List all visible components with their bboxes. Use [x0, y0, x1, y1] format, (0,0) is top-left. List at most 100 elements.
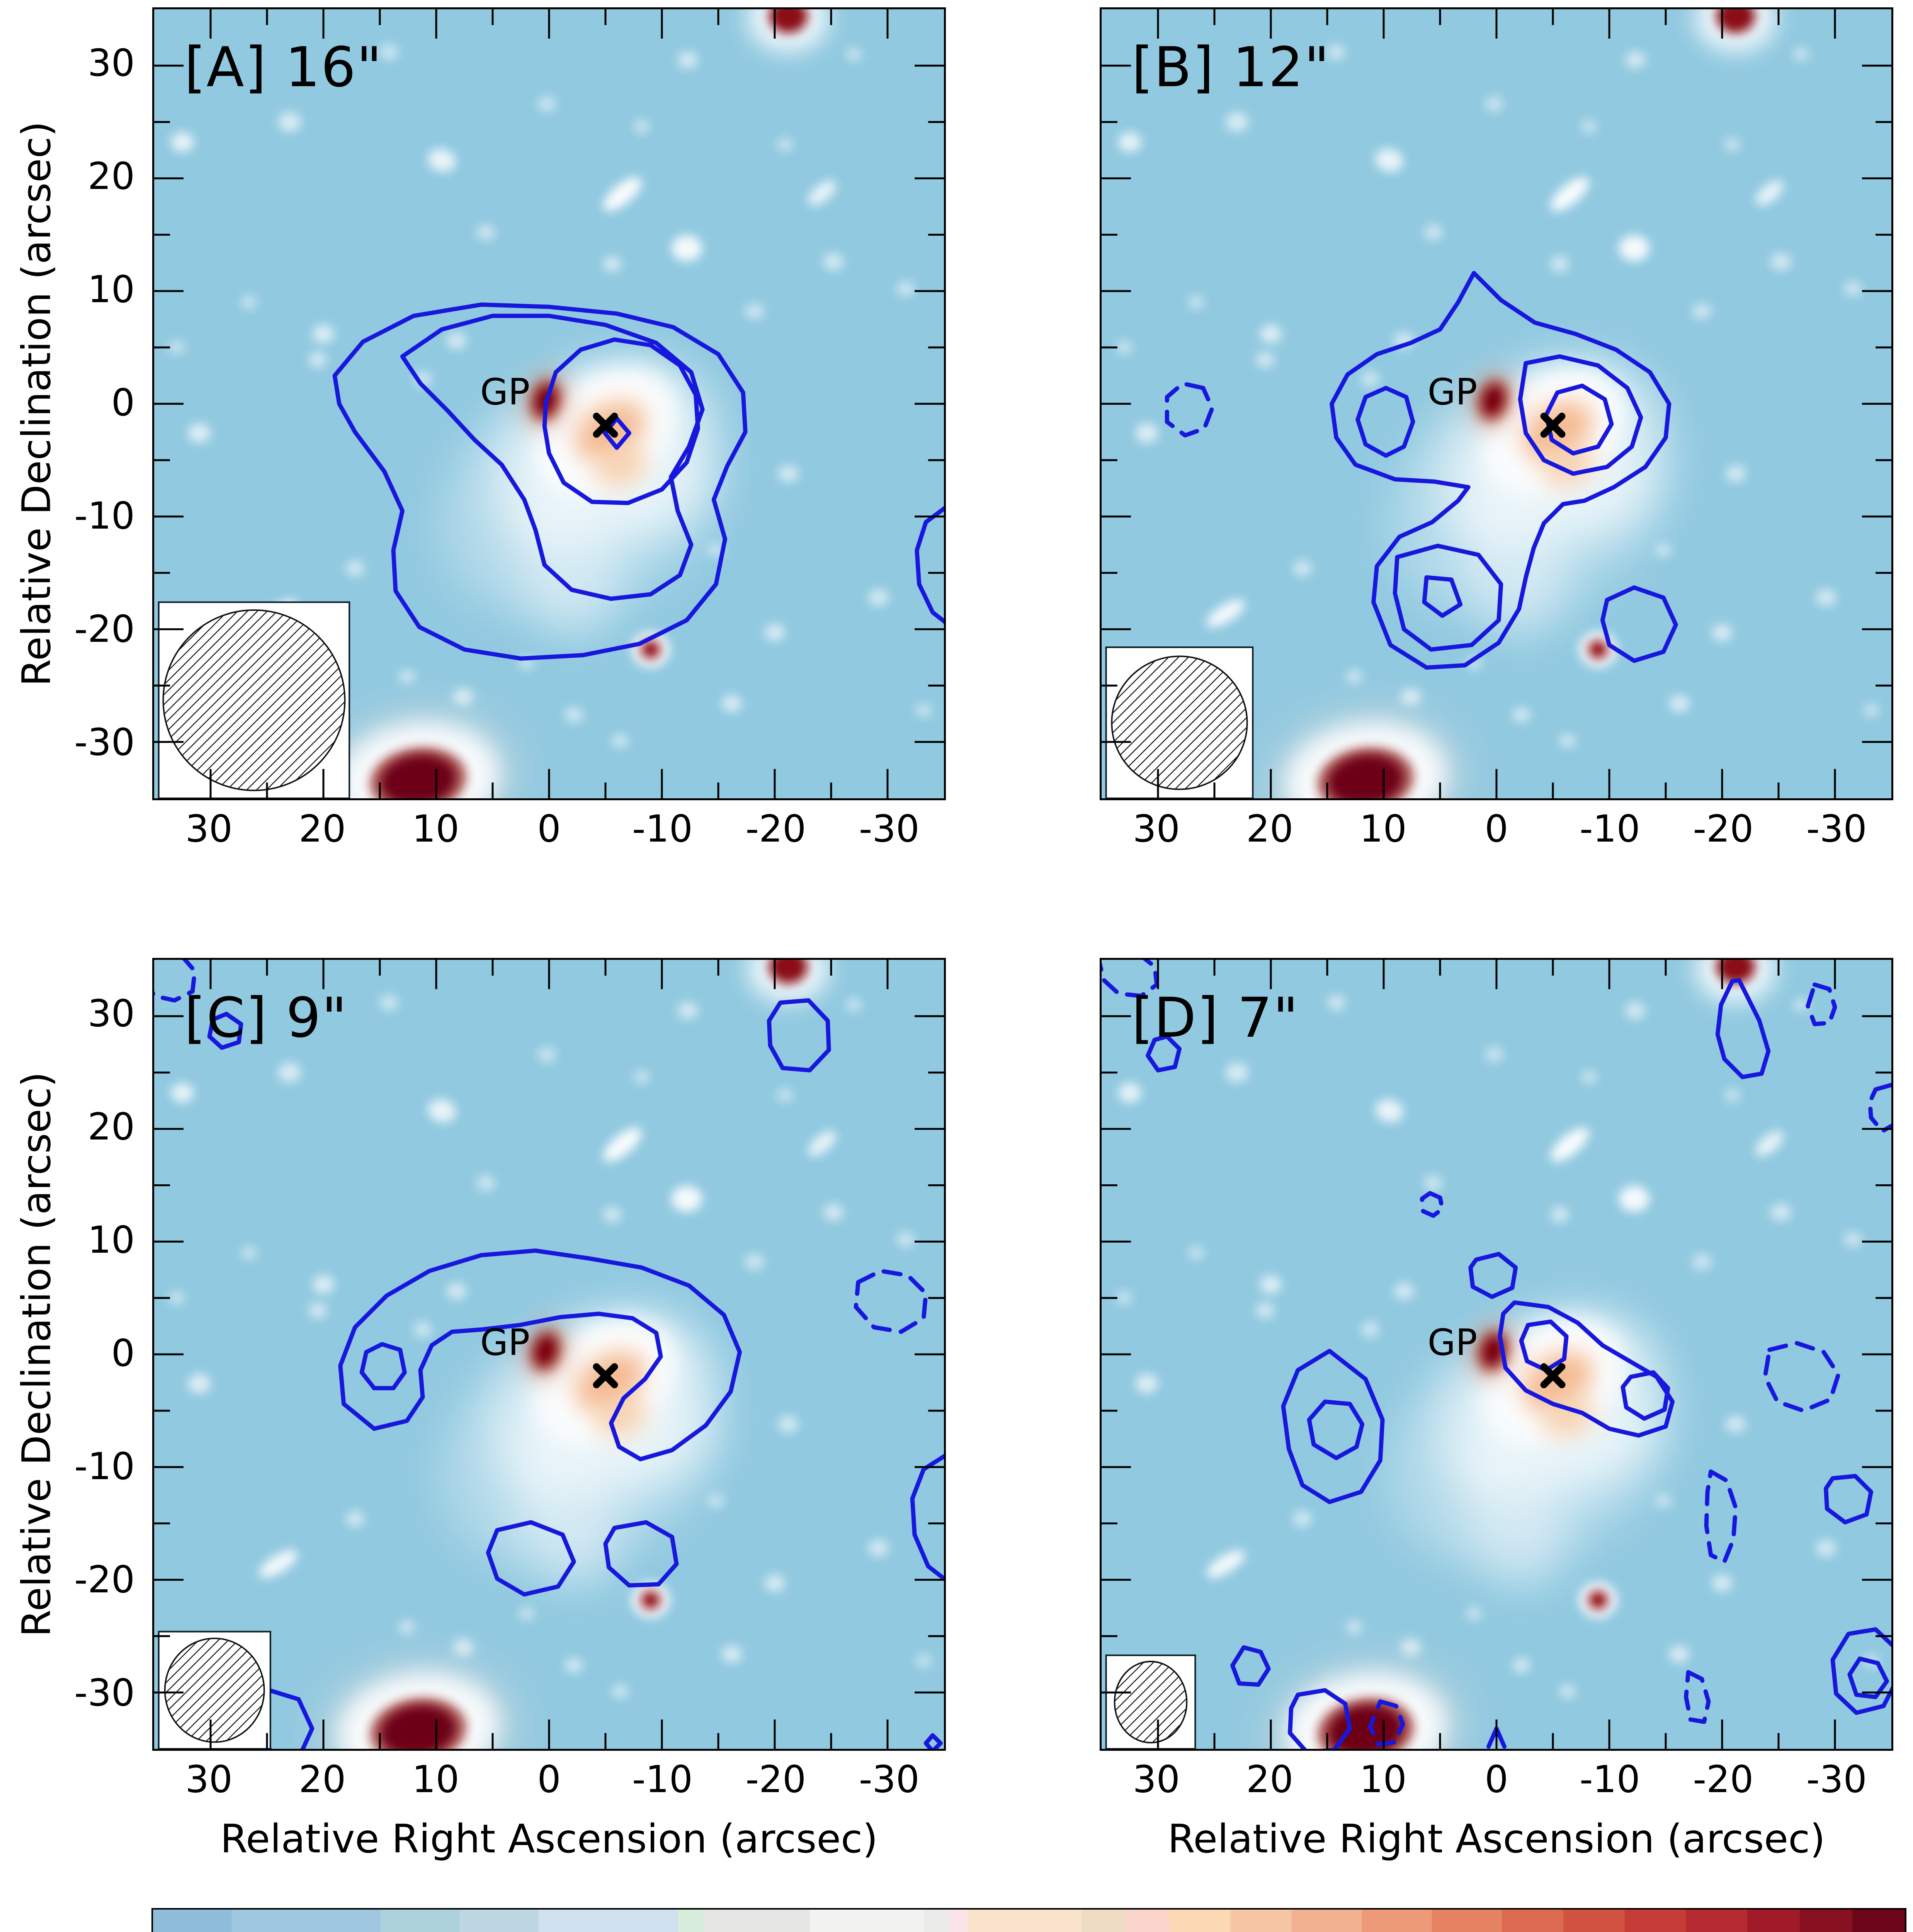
- x-tick-label: -20: [1693, 1758, 1754, 1801]
- contour-solid: [1307, 1399, 1365, 1460]
- top-red-source: [1695, 9, 1777, 52]
- axis-ticks: [154, 9, 944, 798]
- beam-ellipse: [164, 1638, 265, 1743]
- x-marker: [593, 1363, 618, 1388]
- beam-inset: [1105, 1654, 1196, 1749]
- contour-dashed-negative: [1102, 960, 1159, 998]
- contour-dashed-negative: [1867, 1083, 1891, 1133]
- beam-inset: [1105, 646, 1254, 798]
- contour-dashed-negative: [1806, 982, 1837, 1026]
- x-tick-label: -10: [1580, 1758, 1640, 1801]
- x-tick-label: 20: [1246, 1758, 1294, 1801]
- contour-solid: [1355, 386, 1415, 458]
- sky-map-b: GP: [1102, 9, 1891, 798]
- panel-c-label: [C] 9": [184, 986, 348, 1050]
- x-tick-label: 0: [537, 807, 561, 850]
- x-tick-label: -10: [1580, 807, 1640, 850]
- x-tick-label: 30: [1132, 1758, 1180, 1801]
- beam-ellipse: [162, 609, 346, 791]
- gp-source: [520, 1320, 571, 1382]
- contour-dashed-negative: [854, 1269, 928, 1334]
- bottom-bright-galaxy: [1264, 1659, 1467, 1749]
- y-tick-label: -20: [74, 1558, 135, 1602]
- x-axis-title-right: Relative Right Ascension (arcsec): [1168, 1816, 1825, 1862]
- contour-solid: [1468, 1252, 1518, 1299]
- x-tick-label: 10: [1359, 807, 1407, 850]
- contour-solid: [1393, 544, 1503, 652]
- panel-b-map: GP [B] 12": [1100, 7, 1893, 800]
- top-red-source: [747, 960, 829, 1003]
- x-marker: [593, 413, 618, 438]
- y-tick-label: 10: [87, 267, 135, 311]
- beam-inset: [158, 601, 350, 798]
- contour-solid: [603, 1520, 679, 1588]
- axis-ticks: [154, 960, 944, 1749]
- y-tick-label: 20: [87, 154, 135, 198]
- x-tick-label: -10: [632, 1758, 693, 1801]
- contour-solid: [542, 337, 700, 505]
- x-marker: [1540, 413, 1566, 438]
- axis-ticks: [1102, 960, 1891, 1749]
- small-red-source: [631, 631, 670, 668]
- contour-solid: [1715, 978, 1771, 1079]
- x-tick-label: -30: [1806, 1758, 1867, 1801]
- beam-inset: [158, 1631, 271, 1749]
- contour-dashed-negative: [154, 960, 197, 1003]
- contour-dashed-negative: [1763, 1341, 1841, 1413]
- top-red-source: [747, 9, 829, 52]
- y-tick-label: 20: [87, 1105, 135, 1148]
- contour-solid: [1519, 1319, 1569, 1372]
- x-tick-label: -30: [1806, 807, 1867, 850]
- contour-solid: [486, 1520, 576, 1597]
- contour-solid: [1518, 354, 1643, 476]
- bottom-bright-galaxy: [317, 708, 519, 798]
- contour-solid: [923, 1733, 943, 1749]
- contour-dashed-negative: [1165, 381, 1214, 438]
- small-red-source: [1579, 631, 1617, 668]
- x-tick-label: 10: [412, 807, 459, 850]
- contour-solid: [1281, 1349, 1385, 1504]
- sky-map-d: GP: [1102, 960, 1891, 1749]
- y-tick-label: -30: [74, 1671, 135, 1715]
- contour-solid: [1498, 1300, 1675, 1438]
- y-axis-title-top: Relative Declination (arcsec): [14, 121, 60, 687]
- x-tick-label: -20: [745, 1758, 806, 1801]
- y-tick-label: -10: [74, 494, 135, 538]
- starfield: [1116, 44, 1879, 748]
- x-tick-label: 20: [1246, 807, 1294, 850]
- x-tick-label: 30: [185, 1758, 233, 1801]
- sky-map-c: GP: [154, 960, 944, 1749]
- y-tick-label: 0: [111, 381, 135, 424]
- panel-a-map: GP [A] 16": [152, 7, 946, 800]
- sky-map-a: GP: [154, 9, 944, 798]
- contour-dashed-negative: [1368, 1699, 1405, 1747]
- contour-solid: [359, 1342, 407, 1391]
- y-axis-title-bottom: Relative Declination (arcsec): [14, 1071, 60, 1637]
- radio-contours: [332, 302, 944, 661]
- panel-b-label: [B] 12": [1132, 36, 1330, 99]
- x-marker: [1540, 1363, 1566, 1388]
- contour-solid: [1847, 1656, 1889, 1699]
- x-axis-title-left: Relative Right Ascension (arcsec): [220, 1816, 878, 1862]
- beam-ellipse: [1114, 1661, 1188, 1743]
- x-tick-label: -20: [1693, 807, 1754, 850]
- contour-solid: [338, 1248, 742, 1461]
- contour-dashed-negative: [1420, 1191, 1445, 1218]
- panel-a-label: [A] 16": [184, 36, 383, 99]
- x-tick-label: 20: [299, 807, 346, 850]
- radio-contours: [154, 960, 944, 1749]
- panel-d-label: [D] 7": [1132, 986, 1299, 1050]
- contour-dashed-negative: [1684, 1670, 1711, 1724]
- gp-label: GP: [480, 371, 530, 413]
- panel-d-map: GP [D] 7": [1100, 958, 1893, 1751]
- y-tick-label: -30: [74, 721, 135, 764]
- gp-source: [1467, 369, 1518, 432]
- bottom-bright-galaxy: [317, 1659, 519, 1749]
- contour-solid: [1422, 575, 1463, 618]
- y-tick-label: 30: [87, 992, 135, 1035]
- contour-solid: [400, 313, 705, 601]
- x-tick-label: 10: [412, 1758, 459, 1801]
- y-tick-label: 30: [87, 41, 135, 85]
- small-red-source: [1579, 1582, 1617, 1618]
